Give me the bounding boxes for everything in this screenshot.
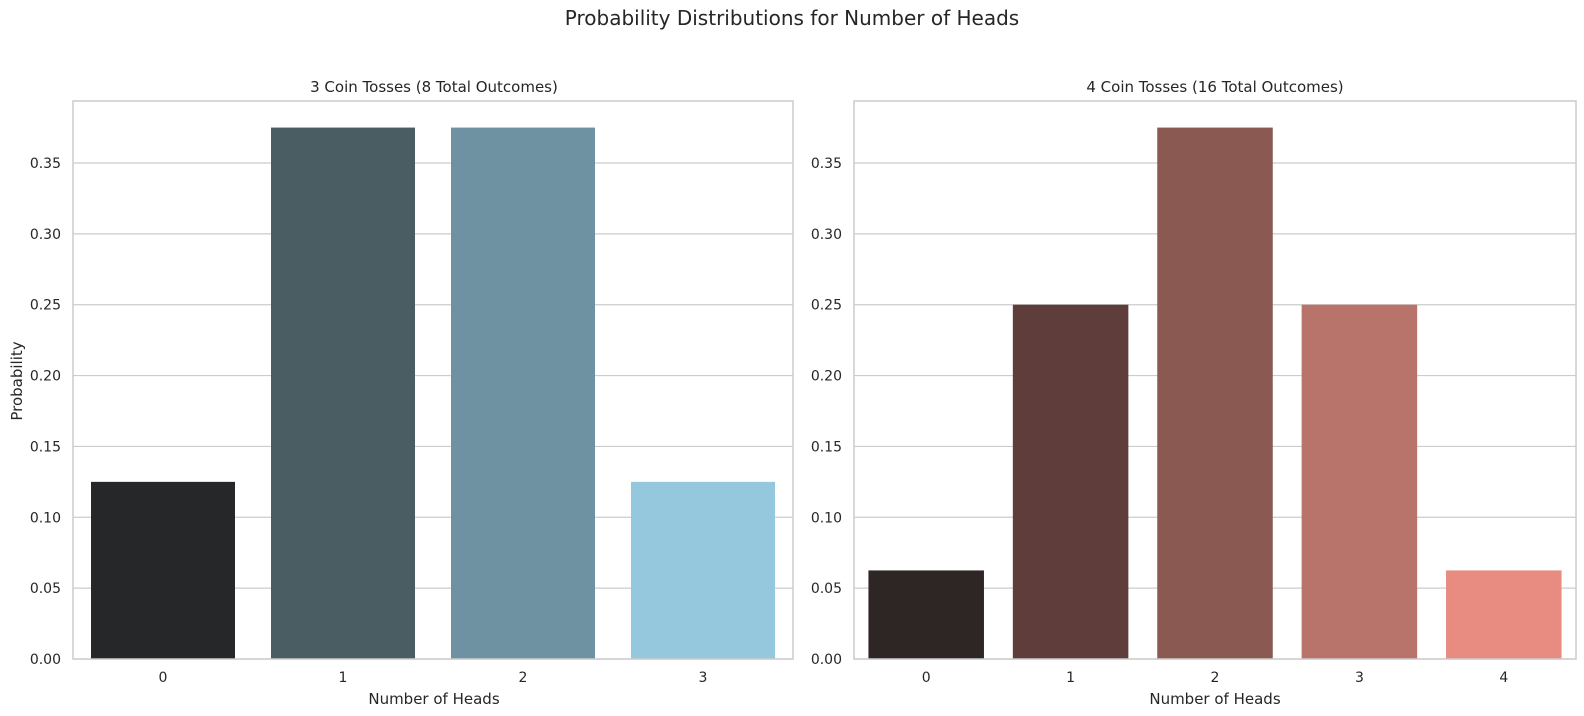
y-tick-label: 0.10 bbox=[30, 510, 61, 526]
chart-panel-3-tosses: 3 Coin Tosses (8 Total Outcomes) Number … bbox=[8, 78, 794, 708]
y-tick-label: 0.00 bbox=[811, 652, 842, 668]
plot-frame bbox=[72, 100, 794, 660]
bar-4 bbox=[1446, 570, 1562, 659]
x-tick-label: 1 bbox=[1066, 670, 1075, 686]
y-tick-label: 0.30 bbox=[30, 227, 61, 243]
y-tick-label: 0.10 bbox=[811, 510, 842, 526]
y-tick-label: 0.35 bbox=[30, 156, 61, 172]
bar-3 bbox=[631, 481, 775, 659]
y-tick-label: 0.05 bbox=[30, 581, 61, 597]
bar-0 bbox=[868, 570, 984, 659]
x-tick-label: 4 bbox=[1499, 670, 1508, 686]
x-tick-labels: 0 1 2 3 bbox=[159, 670, 708, 686]
bar-1 bbox=[271, 127, 415, 660]
y-tick-label: 0.20 bbox=[30, 369, 61, 385]
y-axis-label: Probability bbox=[8, 341, 26, 420]
bar-2 bbox=[451, 127, 595, 660]
x-tick-label: 3 bbox=[1355, 670, 1364, 686]
bar-0 bbox=[91, 481, 235, 659]
plot-frame bbox=[853, 100, 1577, 660]
bars bbox=[91, 127, 775, 660]
x-tick-labels: 0 1 2 3 4 bbox=[922, 670, 1509, 686]
y-tick-label: 0.35 bbox=[811, 156, 842, 172]
x-tick-label: 1 bbox=[339, 670, 348, 686]
y-tick-label: 0.25 bbox=[30, 298, 61, 314]
x-tick-label: 2 bbox=[519, 670, 528, 686]
y-tick-label: 0.05 bbox=[811, 581, 842, 597]
x-tick-label: 0 bbox=[159, 670, 168, 686]
figure-suptitle: Probability Distributions for Number of … bbox=[565, 6, 1019, 30]
y-tick-label: 0.15 bbox=[30, 439, 61, 455]
bar-3 bbox=[1301, 304, 1418, 659]
x-tick-label: 0 bbox=[922, 670, 931, 686]
y-tick-label: 0.25 bbox=[811, 298, 842, 314]
bars bbox=[868, 127, 1562, 660]
y-tick-label: 0.20 bbox=[811, 369, 842, 385]
bar-1 bbox=[1012, 304, 1129, 659]
x-axis-label: Number of Heads bbox=[1149, 690, 1280, 708]
chart-panel-4-tosses: 4 Coin Tosses (16 Total Outcomes) Number… bbox=[811, 78, 1577, 708]
x-tick-label: 2 bbox=[1211, 670, 1220, 686]
y-tick-label: 0.15 bbox=[811, 439, 842, 455]
y-tick-labels: 0.00 0.05 0.10 0.15 0.20 0.25 0.30 0.35 bbox=[811, 156, 842, 668]
y-tick-label: 0.00 bbox=[30, 652, 61, 668]
bar-2 bbox=[1157, 127, 1273, 660]
x-tick-label: 3 bbox=[699, 670, 708, 686]
x-axis-label: Number of Heads bbox=[368, 690, 499, 708]
y-tick-labels: 0.00 0.05 0.10 0.15 0.20 0.25 0.30 0.35 bbox=[30, 156, 61, 668]
chart-title: 4 Coin Tosses (16 Total Outcomes) bbox=[1086, 78, 1343, 96]
chart-title: 3 Coin Tosses (8 Total Outcomes) bbox=[310, 78, 558, 96]
y-tick-label: 0.30 bbox=[811, 227, 842, 243]
